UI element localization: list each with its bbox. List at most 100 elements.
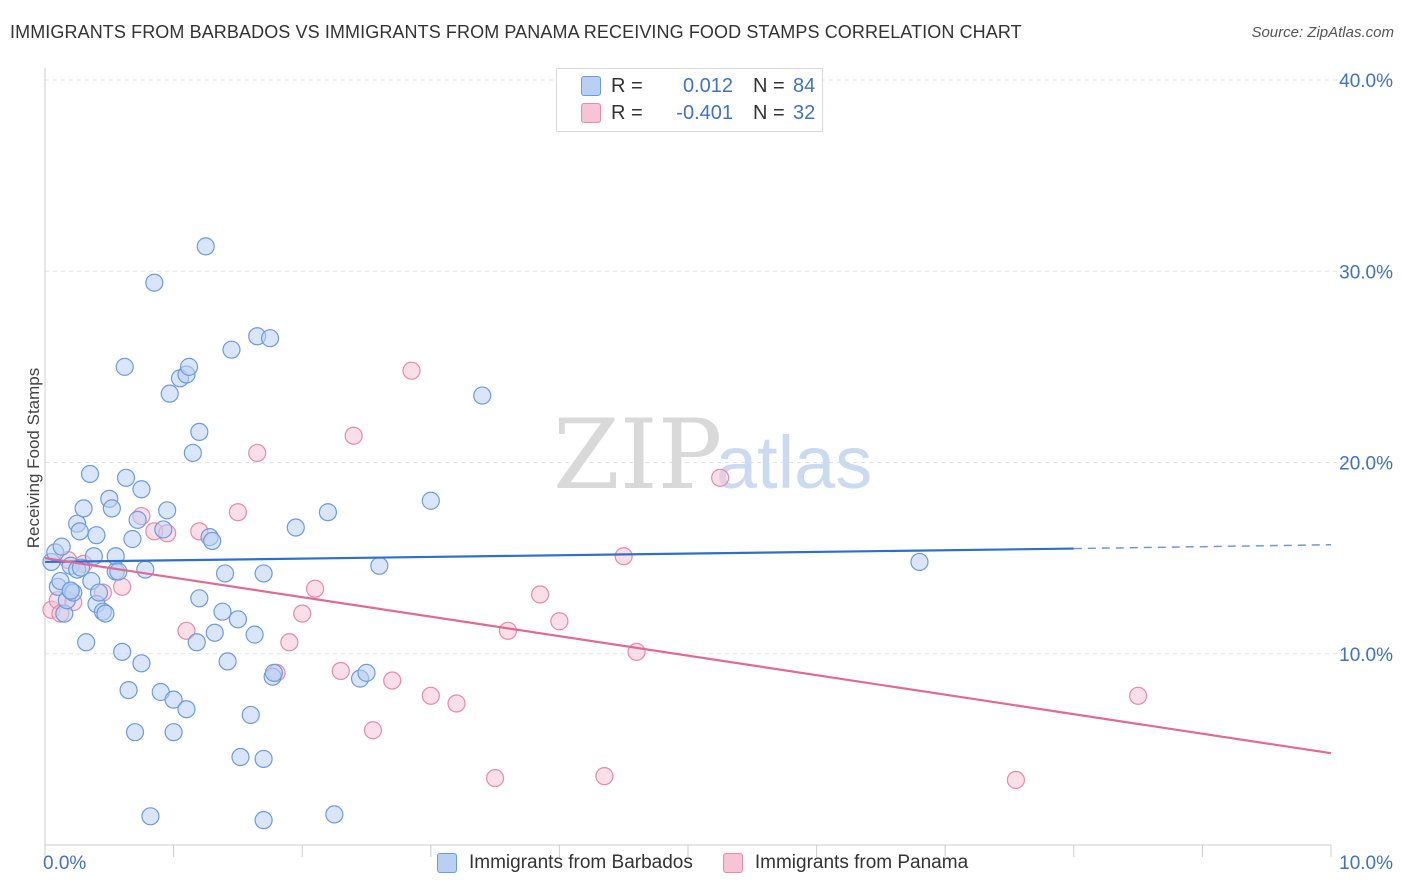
panama-trend-line [44,557,1332,755]
barbados-point [183,443,202,463]
barbados-point [260,329,280,348]
barbados-point [325,805,344,824]
series-legend-panama: Immigrants from Panama [722,852,969,874]
legend-n-label: N = [753,74,785,97]
panama-point [402,361,421,380]
barbados-point [113,642,132,661]
y-tick-labels: 10.0% 20.0% 30.0% 40.0% [1339,71,1393,666]
barbados-point [109,562,128,581]
panama-point [113,577,132,596]
watermark: ZIP atlas [553,399,872,511]
legend-n-value: 32 [793,101,816,124]
panama-point [344,426,363,445]
series-swatch-panama [722,853,743,873]
barbados-point [910,552,929,572]
series-legend: Immigrants from Barbados Immigrants from… [437,852,998,874]
barbados-point [154,520,173,539]
panama-point [383,671,402,690]
barbados-point [119,680,138,700]
series-swatch-barbados [437,853,457,873]
barbados-point [164,690,183,709]
panama-point [550,612,569,631]
panama-point [447,694,466,713]
panama-point [363,721,383,740]
y-tick-label: 20.0% [1339,454,1393,475]
panama-point [421,686,440,705]
barbados-point [203,531,222,551]
x-tick-label: 10.0% [1339,853,1393,874]
axes [44,68,1332,857]
barbados-point [218,652,237,671]
watermark-zip: ZIP [553,399,722,511]
barbados-point [96,604,115,623]
x-tick-labels: 0.0% 10.0% [43,853,1393,874]
barbados-point [52,537,71,556]
barbados-trend-line [44,547,1074,564]
legend-r-label: R = [611,101,643,124]
legend-row-barbados: R = 0.012 N = 84 [581,74,815,98]
y-tick-label: 30.0% [1339,262,1393,283]
barbados-point [357,663,376,682]
legend-r-value: 0.012 [682,74,733,97]
legend-swatch-panama [581,103,601,123]
barbados-point [222,340,241,359]
series-label-panama: Immigrants from Panama [754,852,969,873]
barbados-point [264,663,284,682]
barbados-point [254,811,273,830]
barbados-point [125,723,145,742]
panama-point [595,767,614,786]
chart-source: Source: ZipAtlas.com [1251,24,1394,41]
barbados-point [136,560,155,579]
panama-point [177,621,196,640]
barbados-point [241,705,260,725]
panama-point [248,443,267,463]
barbados-point [421,491,440,510]
panama-point [498,621,518,640]
barbados-point [77,633,96,652]
legend-row-panama: R = -0.401 N = 32 [581,101,815,125]
barbados-point [145,273,164,292]
legend-swatch-barbados [581,76,601,96]
barbados-point [61,581,80,600]
barbados-point [87,526,106,545]
panama-point [531,585,550,604]
y-tick-label: 40.0% [1339,71,1393,92]
panama-point [228,503,247,522]
barbados-point [187,633,206,652]
legend-n-value: 84 [793,74,816,97]
barbados-point [190,422,209,441]
barbados-points [42,237,929,830]
barbados-point [132,480,151,499]
panama-point [486,768,505,788]
barbados-point [286,518,305,537]
gridlines [45,79,1392,655]
barbados-point [141,807,160,826]
barbados-point [128,510,147,529]
x-tick-label: 0.0% [43,853,86,874]
barbados-point [318,503,338,522]
correlation-legend: R = 0.012 N = 84 R = -0.401 N = 32 [556,68,823,132]
barbados-point [190,589,209,608]
barbados-point [74,499,93,518]
legend-r-value: -0.401 [676,101,733,124]
panama-point [1006,770,1026,790]
barbados-point [132,654,151,673]
y-tick-label: 10.0% [1339,645,1393,666]
barbados-point [205,623,224,642]
legend-r-label: R = [611,74,643,97]
watermark-atlas: atlas [716,421,872,504]
barbados-point [213,602,232,621]
barbados-point [179,357,199,376]
barbados-point [115,357,134,376]
trend-lines [44,543,1332,755]
barbados-point [123,529,142,549]
barbados-point [158,501,177,520]
series-label-barbados: Immigrants from Barbados [469,852,693,873]
barbados-point [228,610,247,629]
barbados-point [254,564,273,583]
barbados-point [164,723,183,742]
panama-point [331,661,350,681]
barbados-point [196,237,215,256]
panama-point [305,579,325,598]
